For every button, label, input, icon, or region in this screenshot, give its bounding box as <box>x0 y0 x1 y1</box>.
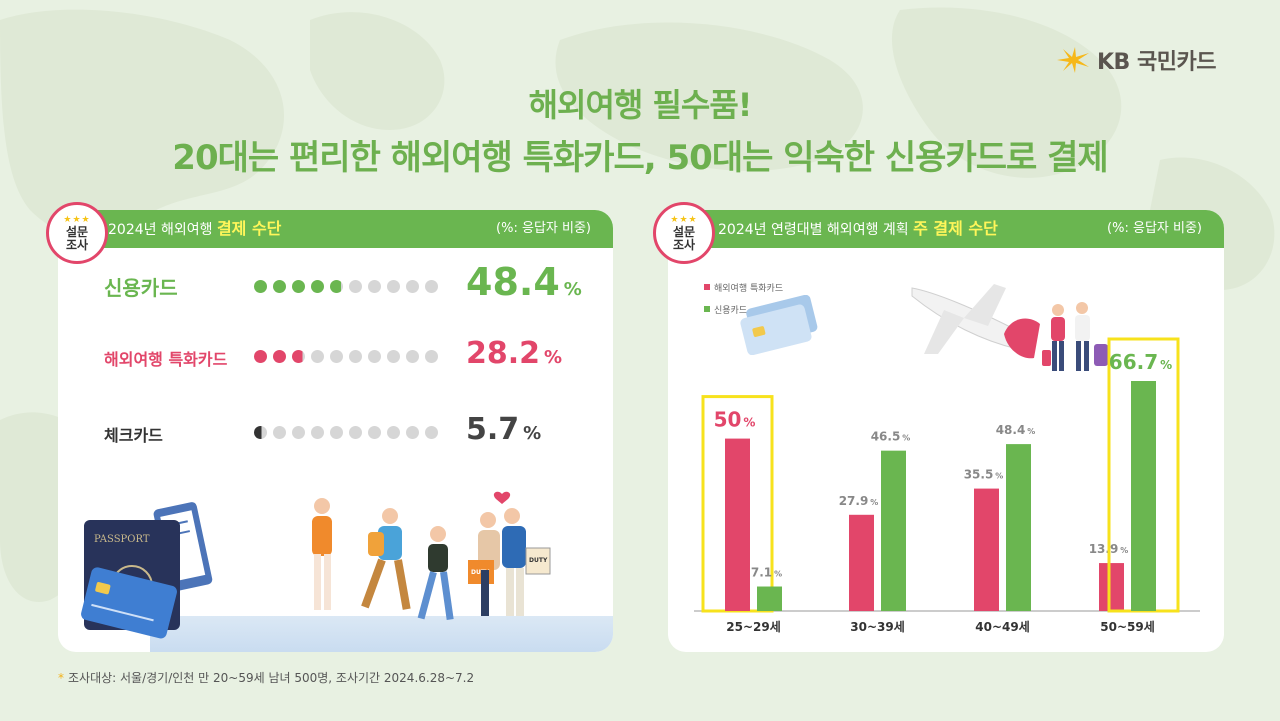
bar-credit-card <box>1131 381 1156 611</box>
progress-dot <box>273 350 286 363</box>
svg-text:DUTY: DUTY <box>529 557 548 564</box>
stars-icon: ★★★ <box>63 214 91 225</box>
progress-dot <box>387 350 400 363</box>
progress-dot <box>349 426 362 439</box>
panel-unit: (%: 응답자 비중) <box>1107 221 1202 236</box>
credit-card-illustration <box>740 295 818 355</box>
progress-dot <box>425 280 438 293</box>
progress-dot <box>254 426 267 439</box>
bar-travel-card <box>1099 563 1124 611</box>
x-tick-label: 30~39세 <box>850 619 905 634</box>
payment-value: 48.4% <box>466 260 582 304</box>
progress-dot <box>387 280 400 293</box>
passport-card-illustration: PASSPORT <box>81 502 213 639</box>
data-label: 50% <box>714 408 756 432</box>
dot-progress <box>254 426 438 439</box>
bar-travel-card <box>974 488 999 611</box>
bar-travel-card <box>725 438 750 611</box>
travelers-illustration: DUTY DUTY <box>312 491 551 620</box>
payment-value: 28.2% <box>466 336 563 371</box>
payment-label: 신용카드 <box>104 276 178 300</box>
bar-credit-card <box>757 586 782 611</box>
progress-dot <box>406 426 419 439</box>
data-label: 27.9% <box>839 494 879 508</box>
survey-badge: ★★★ 설문 조사 <box>46 202 108 264</box>
headline-line1: 해외여행 필수품! <box>528 86 753 124</box>
progress-dot <box>292 426 305 439</box>
progress-dot <box>273 280 286 293</box>
progress-dot <box>387 426 400 439</box>
progress-dot <box>368 426 381 439</box>
progress-dot <box>425 426 438 439</box>
data-label: 7.1% <box>751 566 782 580</box>
legend-swatch <box>704 284 710 290</box>
dot-progress <box>254 350 438 363</box>
dot-progress <box>254 280 438 293</box>
progress-dot <box>330 350 343 363</box>
progress-dot <box>349 350 362 363</box>
panel-header: 2024년 연령대별 해외여행 계획 주 결제 수단 (%: 응답자 비중) <box>668 210 1224 248</box>
svg-text:PASSPORT: PASSPORT <box>94 534 150 545</box>
progress-dot <box>292 350 305 363</box>
panel-unit: (%: 응답자 비중) <box>496 221 591 236</box>
data-label: 13.9% <box>1089 542 1129 556</box>
survey-badge: ★★★ 설문 조사 <box>653 202 715 264</box>
progress-dot <box>254 280 267 293</box>
payment-label: 체크카드 <box>104 426 163 445</box>
panel-title: 2024년 연령대별 해외여행 계획 주 결제 수단 <box>718 219 998 238</box>
progress-dot <box>330 280 343 293</box>
payment-label: 해외여행 특화카드 <box>104 350 228 369</box>
kb-kookmin-card-logo: KB 국민카드 <box>1055 44 1216 76</box>
travelers-luggage-illustration <box>1042 302 1108 371</box>
data-label: 48.4% <box>996 423 1036 437</box>
panel-header: 2024년 해외여행 결제 수단 (%: 응답자 비중) <box>58 210 613 248</box>
bar-credit-card <box>881 450 906 611</box>
panel-title: 2024년 해외여행 결제 수단 <box>108 219 282 238</box>
airplane-illustration <box>911 284 1040 359</box>
x-tick-label: 50~59세 <box>1100 619 1155 634</box>
kb-star-icon <box>1057 47 1089 73</box>
progress-dot <box>368 350 381 363</box>
payment-method-panel: 2024년 해외여행 결제 수단 (%: 응답자 비중) 신용카드 48.4% 해외… <box>58 210 613 652</box>
progress-dot <box>406 280 419 293</box>
legend-item: 신용카드 <box>704 298 783 320</box>
logo-text: KB 국민카드 <box>1097 50 1216 75</box>
legend-swatch <box>704 306 710 312</box>
svg-text:DUTY: DUTY <box>471 569 490 576</box>
progress-dot <box>349 280 362 293</box>
progress-dot <box>311 350 324 363</box>
legend-item: 해외여행 특화카드 <box>704 276 783 298</box>
bar-travel-card <box>849 514 874 611</box>
data-label: 66.7% <box>1109 350 1172 374</box>
footnote: * 조사대상: 서울/경기/인천 만 20~59세 남녀 500명, 조사기간 2… <box>58 671 475 685</box>
data-label: 35.5% <box>964 468 1004 482</box>
progress-dot <box>254 350 267 363</box>
bar-credit-card <box>1006 444 1031 611</box>
progress-dot <box>406 350 419 363</box>
progress-dot <box>425 350 438 363</box>
progress-dot <box>368 280 381 293</box>
headline-line2: 20대는 편리한 해외여행 특화카드, 50대는 익숙한 신용카드로 결제 <box>172 138 1108 178</box>
progress-dot <box>330 426 343 439</box>
progress-dot <box>311 426 324 439</box>
floor-strip <box>150 616 613 652</box>
payment-value: 5.7% <box>466 412 542 447</box>
stars-icon: ★★★ <box>670 214 698 225</box>
x-tick-label: 40~49세 <box>975 619 1030 634</box>
progress-dot <box>311 280 324 293</box>
x-tick-label: 25~29세 <box>726 619 781 634</box>
chart-legend: 해외여행 특화카드 신용카드 <box>704 276 783 320</box>
data-label: 46.5% <box>871 430 911 444</box>
progress-dot <box>292 280 305 293</box>
progress-dot <box>273 426 286 439</box>
